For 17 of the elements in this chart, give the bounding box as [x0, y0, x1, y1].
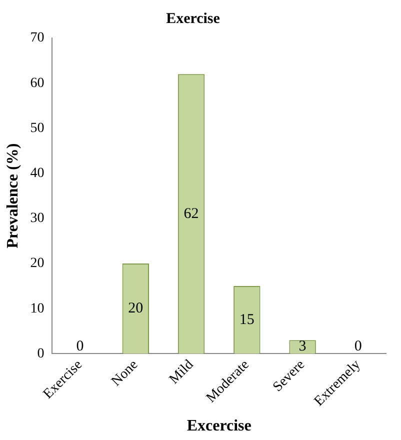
data-label: 62 — [184, 206, 199, 222]
data-label: 0 — [76, 338, 84, 355]
y-tick-label: 70 — [30, 30, 44, 46]
data-label: 0 — [354, 338, 362, 355]
y-tick-label: 10 — [30, 301, 44, 316]
y-tick-label: 60 — [30, 76, 44, 91]
data-label: 15 — [239, 312, 254, 328]
y-axis-title: Prevalence (%) — [4, 143, 22, 248]
y-tick-label: 40 — [30, 166, 44, 181]
data-label: 3 — [298, 338, 306, 355]
y-tick-label: 30 — [30, 211, 44, 226]
chart-title: Exercise — [166, 10, 220, 27]
data-label: 20 — [128, 300, 144, 317]
y-tick-label: 20 — [30, 256, 44, 272]
y-tick-label: 0 — [37, 346, 44, 362]
y-tick-label: 50 — [30, 120, 44, 136]
x-axis-title: Excercise — [186, 418, 252, 435]
